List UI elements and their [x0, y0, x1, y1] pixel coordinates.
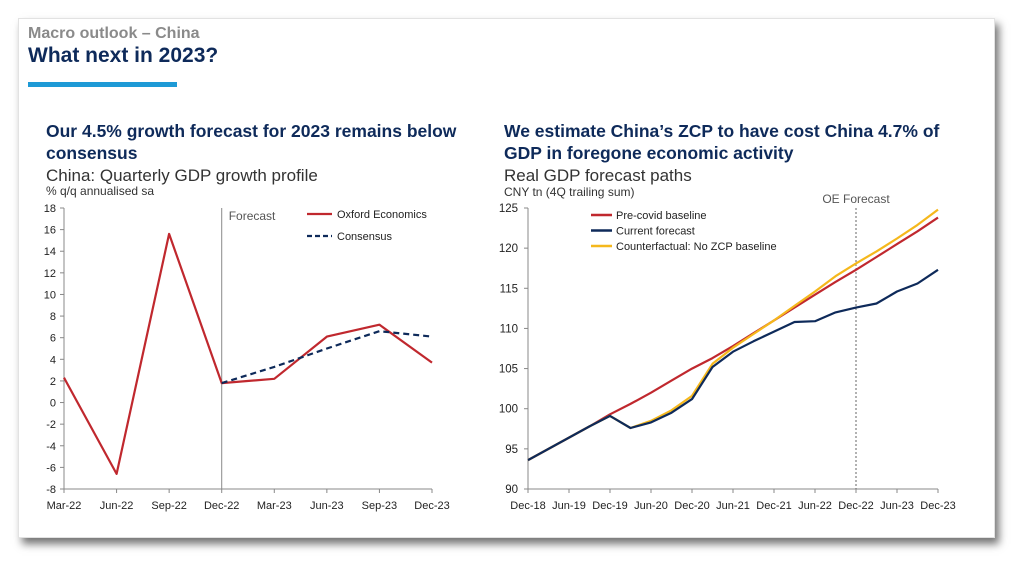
kicker: Macro outlook – China — [28, 25, 200, 42]
title-underline — [28, 82, 177, 87]
left-series-line-0 — [63, 232, 433, 475]
left-x-tick-label: Mar-22 — [47, 500, 82, 512]
right-series-line-0 — [527, 216, 939, 462]
right-x-tick-label: Dec-22 — [838, 500, 873, 512]
right-x-tick-label: Jun-19 — [552, 500, 586, 512]
right-x-tick-label: Dec-21 — [756, 500, 791, 512]
left-y-tick-label: -8 — [46, 484, 56, 496]
right-legend-label: Counterfactual: No ZCP baseline — [616, 241, 777, 253]
right-x-tick-label: Dec-19 — [592, 500, 627, 512]
right-x-tick-label: Dec-23 — [920, 500, 955, 512]
right-x-tick-label: Dec-18 — [510, 500, 545, 512]
right-y-tick-label: 120 — [499, 243, 518, 255]
left-y-tick-label: 8 — [50, 311, 56, 323]
right-y-tick-label: 95 — [505, 444, 518, 456]
left-y-tick-label: 10 — [44, 289, 56, 301]
left-x-tick-label: Sep-23 — [362, 500, 397, 512]
left-y-tick-label: 0 — [50, 398, 56, 410]
left-y-tick-label: 6 — [50, 333, 56, 345]
left-y-tick-label: 16 — [44, 225, 56, 237]
page-title: What next in 2023? — [28, 44, 219, 67]
left-series-line-1 — [221, 330, 433, 385]
right-forecast-label: OE Forecast — [822, 192, 890, 206]
left-x-tick-label: Sep-22 — [151, 500, 186, 512]
left-y-tick-label: 18 — [44, 203, 56, 215]
left-x-tick-label: Jun-23 — [310, 500, 344, 512]
left-subtitle: China: Quarterly GDP growth profile — [46, 166, 318, 185]
right-y-tick-label: 100 — [499, 404, 518, 416]
left-y-tick-label: 4 — [50, 354, 56, 366]
left-x-tick-label: Dec-23 — [414, 500, 449, 512]
right-unit: CNY tn (4Q trailing sum) — [504, 185, 635, 199]
left-y-tick-label: -6 — [46, 462, 56, 474]
left-unit: % q/q annualised sa — [46, 184, 155, 198]
right-x-tick-label: Jun-23 — [880, 500, 914, 512]
right-x-tick-label: Jun-22 — [798, 500, 832, 512]
left-y-tick-label: 2 — [50, 376, 56, 388]
left-headline: Our 4.5% growth forecast for 2023 remain… — [46, 121, 457, 163]
right-x-tick-label: Jun-20 — [634, 500, 668, 512]
right-y-tick-label: 110 — [500, 323, 518, 335]
right-legend-label: Pre-covid baseline — [616, 210, 707, 222]
right-series-line-1 — [527, 268, 939, 462]
left-y-tick-label: -4 — [46, 441, 56, 453]
left-x-tick-label: Mar-23 — [257, 500, 292, 512]
left-forecast-label: Forecast — [229, 209, 276, 223]
right-y-tick-label: 105 — [499, 364, 518, 376]
right-headline: We estimate China’s ZCP to have cost Chi… — [504, 121, 940, 163]
left-x-tick-label: Dec-22 — [204, 500, 239, 512]
right-legend-label: Current forecast — [616, 226, 695, 238]
right-subtitle: Real GDP forecast paths — [504, 166, 692, 185]
right-x-tick-label: Dec-20 — [674, 500, 709, 512]
right-y-tick-label: 115 — [500, 283, 518, 295]
left-x-tick-label: Jun-22 — [100, 500, 134, 512]
right-y-tick-label: 90 — [505, 484, 518, 496]
right-y-tick-label: 125 — [499, 203, 518, 215]
left-y-tick-label: 14 — [44, 246, 56, 258]
left-legend-label: Consensus — [337, 231, 393, 243]
left-y-tick-label: 12 — [44, 268, 56, 280]
left-y-tick-label: -2 — [46, 419, 56, 431]
right-x-tick-label: Jun-21 — [716, 500, 750, 512]
left-legend-label: Oxford Economics — [337, 209, 427, 221]
